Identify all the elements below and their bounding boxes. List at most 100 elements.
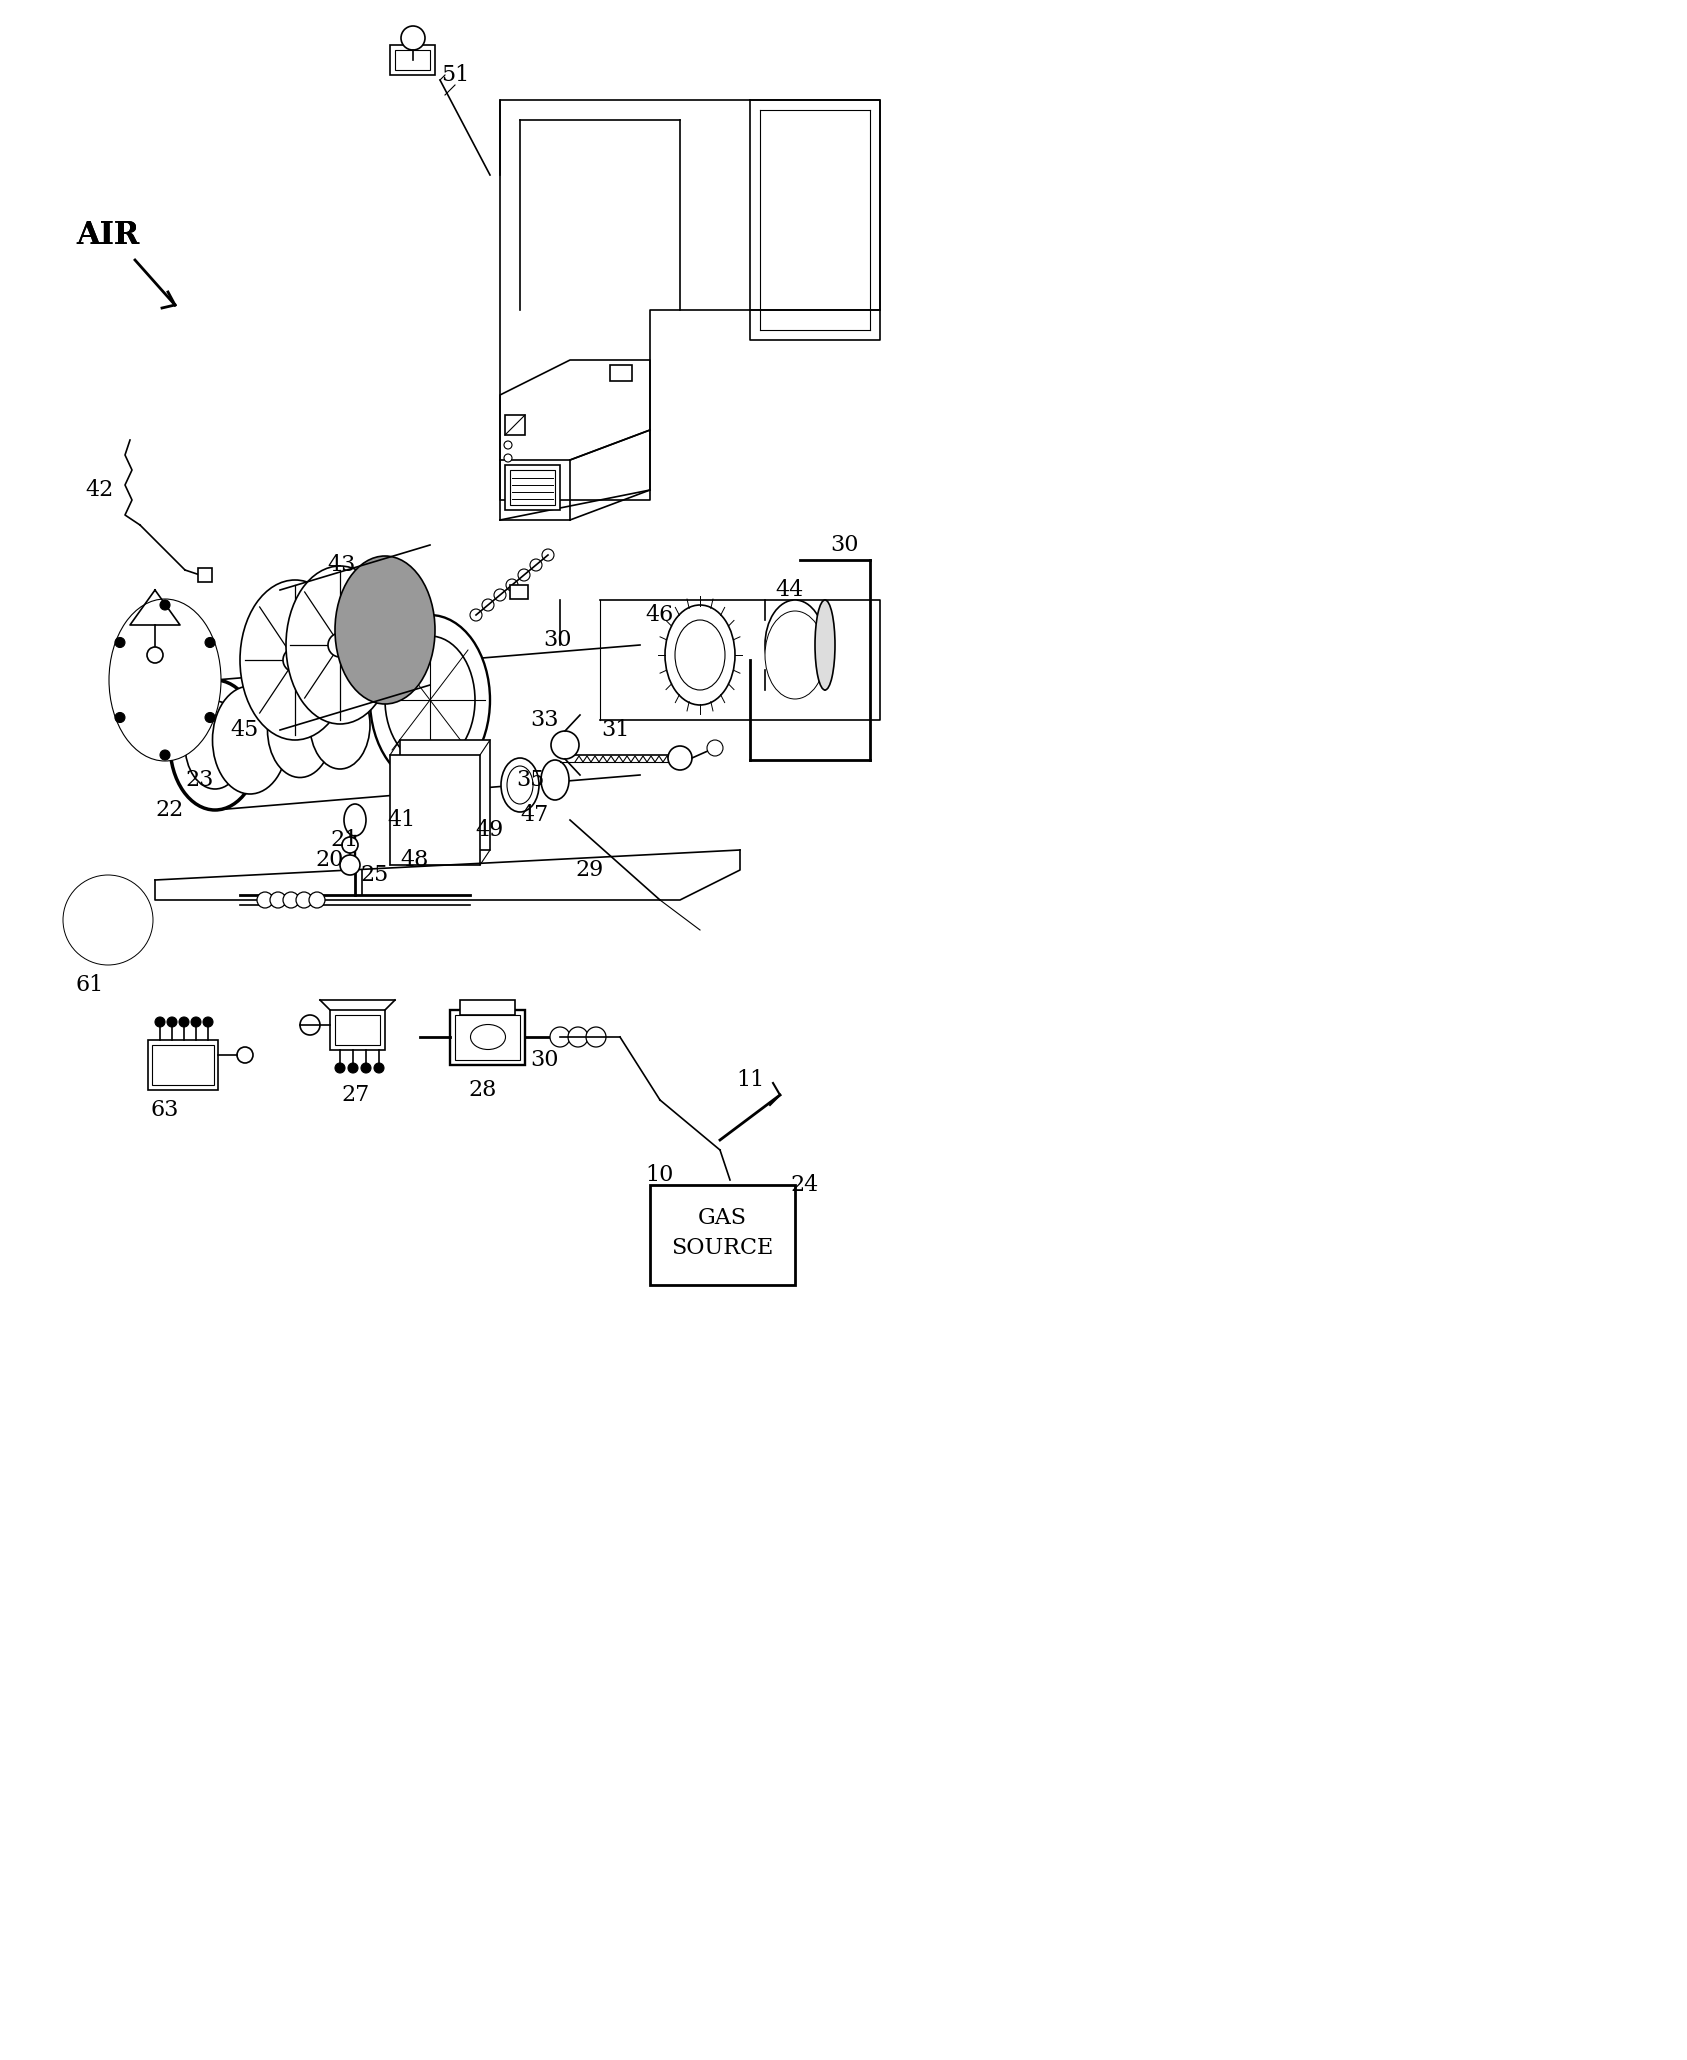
Circle shape bbox=[550, 1028, 570, 1046]
Bar bbox=[504, 414, 525, 435]
Bar bbox=[611, 365, 633, 381]
Text: 23: 23 bbox=[186, 768, 214, 791]
Text: 41: 41 bbox=[388, 810, 417, 830]
Text: 31: 31 bbox=[601, 719, 629, 742]
Circle shape bbox=[160, 750, 170, 760]
Circle shape bbox=[482, 599, 494, 612]
Ellipse shape bbox=[287, 566, 395, 723]
Circle shape bbox=[236, 1046, 253, 1063]
Bar bbox=[509, 585, 528, 599]
Text: 45: 45 bbox=[231, 719, 260, 742]
Circle shape bbox=[707, 740, 724, 756]
Circle shape bbox=[62, 876, 154, 964]
Text: SOURCE: SOURCE bbox=[671, 1236, 773, 1259]
Bar bbox=[509, 470, 555, 505]
Bar bbox=[649, 1184, 795, 1285]
Text: 30: 30 bbox=[543, 628, 572, 651]
Text: 49: 49 bbox=[476, 820, 504, 840]
Ellipse shape bbox=[675, 620, 725, 690]
Ellipse shape bbox=[764, 612, 825, 698]
Bar bbox=[455, 1016, 520, 1061]
Text: 43: 43 bbox=[327, 554, 356, 577]
Text: 22: 22 bbox=[155, 799, 184, 822]
Circle shape bbox=[206, 713, 214, 723]
Circle shape bbox=[270, 892, 287, 908]
Text: 29: 29 bbox=[575, 859, 604, 882]
Circle shape bbox=[327, 632, 353, 657]
Text: 44: 44 bbox=[776, 579, 805, 602]
Circle shape bbox=[471, 610, 482, 620]
Text: 25: 25 bbox=[361, 863, 390, 886]
Circle shape bbox=[115, 713, 125, 723]
Bar bbox=[197, 569, 213, 583]
Circle shape bbox=[585, 1028, 606, 1046]
Circle shape bbox=[375, 1063, 385, 1073]
Ellipse shape bbox=[186, 700, 245, 789]
Circle shape bbox=[348, 1063, 358, 1073]
Text: 51: 51 bbox=[440, 64, 469, 87]
Circle shape bbox=[542, 550, 553, 560]
Ellipse shape bbox=[344, 803, 366, 836]
Ellipse shape bbox=[665, 606, 736, 705]
Bar bbox=[148, 1040, 218, 1090]
Text: AIR: AIR bbox=[76, 220, 140, 251]
Bar bbox=[390, 45, 435, 74]
Circle shape bbox=[202, 1018, 213, 1028]
Text: AIR: AIR bbox=[76, 220, 140, 251]
Circle shape bbox=[256, 892, 273, 908]
Circle shape bbox=[179, 1018, 189, 1028]
Text: 46: 46 bbox=[646, 604, 675, 626]
Bar bbox=[331, 1009, 385, 1051]
Circle shape bbox=[494, 589, 506, 602]
Circle shape bbox=[402, 27, 425, 49]
Ellipse shape bbox=[369, 616, 489, 785]
Circle shape bbox=[309, 892, 326, 908]
Text: 47: 47 bbox=[521, 803, 550, 826]
Bar bbox=[336, 1016, 380, 1044]
Text: 33: 33 bbox=[531, 709, 560, 731]
Text: GAS: GAS bbox=[697, 1207, 747, 1230]
Ellipse shape bbox=[815, 599, 835, 690]
Text: 48: 48 bbox=[402, 849, 428, 871]
Circle shape bbox=[300, 1016, 321, 1034]
Ellipse shape bbox=[471, 1024, 506, 1049]
Circle shape bbox=[506, 579, 518, 591]
Circle shape bbox=[191, 1018, 201, 1028]
Ellipse shape bbox=[508, 766, 533, 803]
Ellipse shape bbox=[268, 682, 332, 777]
Text: 30: 30 bbox=[830, 534, 859, 556]
Bar bbox=[400, 740, 489, 851]
Ellipse shape bbox=[110, 599, 221, 760]
Ellipse shape bbox=[385, 637, 476, 764]
Circle shape bbox=[341, 855, 359, 876]
Text: 27: 27 bbox=[342, 1084, 369, 1106]
Circle shape bbox=[115, 637, 125, 647]
Bar bbox=[461, 999, 515, 1016]
Text: 24: 24 bbox=[791, 1174, 820, 1197]
Circle shape bbox=[569, 1028, 589, 1046]
Text: 11: 11 bbox=[736, 1069, 764, 1092]
Ellipse shape bbox=[501, 758, 540, 812]
Text: 35: 35 bbox=[516, 768, 545, 791]
Text: 42: 42 bbox=[86, 480, 115, 501]
Bar bbox=[390, 756, 481, 865]
Circle shape bbox=[504, 453, 511, 461]
Ellipse shape bbox=[115, 608, 214, 752]
Bar bbox=[395, 49, 430, 70]
Circle shape bbox=[342, 836, 358, 853]
Circle shape bbox=[552, 731, 579, 758]
Ellipse shape bbox=[213, 686, 287, 793]
Circle shape bbox=[100, 913, 116, 927]
Circle shape bbox=[152, 665, 179, 694]
Circle shape bbox=[155, 1018, 165, 1028]
Circle shape bbox=[668, 746, 692, 770]
Circle shape bbox=[206, 637, 214, 647]
Text: 20: 20 bbox=[315, 849, 344, 871]
Circle shape bbox=[283, 892, 299, 908]
Bar bbox=[504, 466, 560, 511]
Circle shape bbox=[160, 599, 170, 610]
Ellipse shape bbox=[764, 599, 825, 690]
Text: 21: 21 bbox=[331, 828, 359, 851]
Text: 30: 30 bbox=[531, 1049, 560, 1071]
Circle shape bbox=[518, 569, 530, 581]
